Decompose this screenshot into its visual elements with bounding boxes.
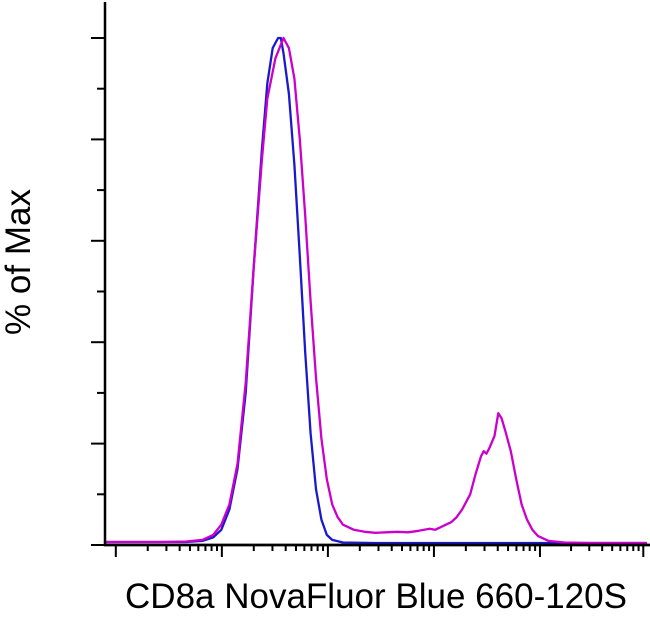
histogram-curves (103, 36, 648, 545)
x-axis-label: CD8a NovaFluor Blue 660-120S (125, 577, 627, 616)
axis-ticks (91, 37, 645, 557)
cd8a-stained-curve (103, 36, 648, 545)
control-curve (103, 36, 648, 545)
y-axis-label: % of Max (0, 189, 38, 335)
